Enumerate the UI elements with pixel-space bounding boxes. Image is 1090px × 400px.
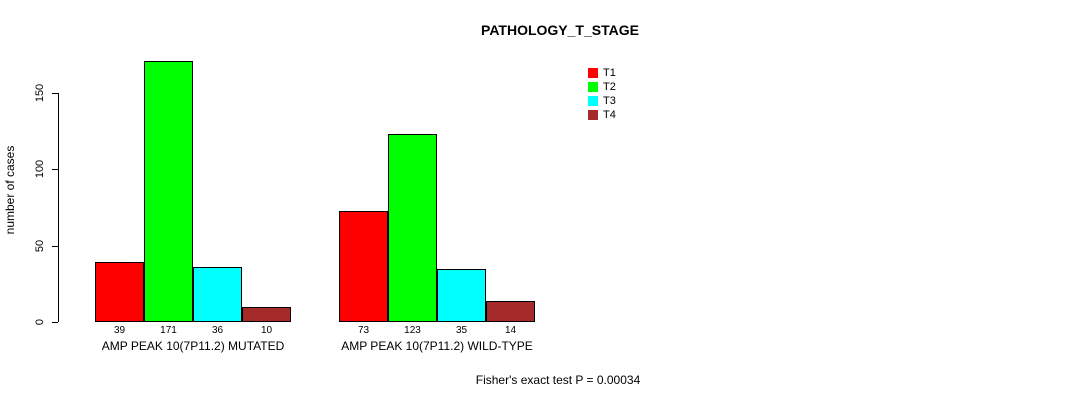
- legend-label: T3: [603, 95, 616, 107]
- y-tick-label: 150: [34, 83, 46, 103]
- y-tick-label: 50: [34, 239, 46, 252]
- bar-t2-group1: [144, 60, 193, 322]
- bar-t3-group1: [193, 267, 242, 322]
- bar-value-label: 35: [455, 325, 468, 336]
- bar-value-label: 10: [260, 325, 273, 336]
- bar-value-label: 171: [160, 325, 177, 336]
- bar-t4-group1: [242, 306, 291, 322]
- bar-value-label: 123: [404, 325, 421, 336]
- bar-value-label: 73: [357, 325, 370, 336]
- legend-item-t3: T3: [588, 94, 616, 108]
- y-axis-tick: [52, 169, 58, 171]
- group-label: AMP PEAK 10(7P11.2) WILD-TYPE: [341, 339, 533, 353]
- y-axis-tick: [52, 93, 58, 94]
- y-axis-tick: [52, 322, 58, 323]
- legend-item-t2: T2: [588, 80, 616, 94]
- fisher-test-annotation: Fisher's exact test P = 0.00034: [475, 373, 641, 387]
- legend-swatch-t4: [588, 110, 598, 120]
- legend: T1 T2 T3 T4: [588, 66, 616, 122]
- legend-label: T4: [603, 109, 616, 121]
- bar-t3-group2: [437, 268, 486, 322]
- legend-swatch-t1: [588, 68, 598, 78]
- y-axis-label: number of cases: [3, 145, 17, 235]
- legend-item-t1: T1: [588, 66, 616, 80]
- bar-t1-group1: [95, 262, 144, 322]
- y-axis-line: [58, 93, 59, 322]
- bar-value-label: 36: [211, 325, 224, 336]
- bar-value-label: 39: [113, 325, 126, 336]
- group-label: AMP PEAK 10(7P11.2) MUTATED: [101, 339, 285, 353]
- legend-swatch-t2: [588, 82, 598, 92]
- legend-label: T1: [603, 67, 616, 79]
- bar-t1-group2: [339, 210, 388, 322]
- legend-item-t4: T4: [588, 108, 616, 122]
- bar-t2-group2: [388, 134, 437, 322]
- legend-swatch-t3: [588, 96, 598, 106]
- legend-label: T2: [603, 81, 616, 93]
- bar-t4-group2: [486, 300, 535, 322]
- y-tick-label: 100: [34, 160, 46, 179]
- y-tick-label: 0: [34, 318, 46, 326]
- chart-title: PATHOLOGY_T_STAGE: [481, 22, 639, 38]
- bar-value-label: 14: [504, 325, 517, 336]
- y-axis-tick: [52, 245, 58, 247]
